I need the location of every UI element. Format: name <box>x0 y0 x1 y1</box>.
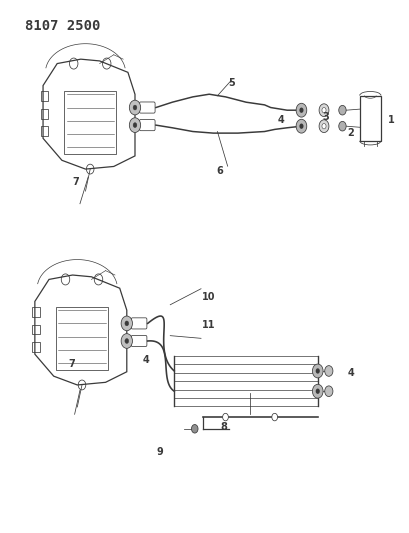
Circle shape <box>121 316 132 331</box>
Bar <box>40 126 47 136</box>
Text: 7: 7 <box>68 359 75 368</box>
Circle shape <box>295 119 306 133</box>
Circle shape <box>321 108 325 113</box>
Bar <box>32 342 39 352</box>
Circle shape <box>338 122 345 131</box>
Circle shape <box>299 108 303 113</box>
Text: 9: 9 <box>156 447 163 457</box>
Circle shape <box>125 321 128 326</box>
Text: 4: 4 <box>277 115 283 125</box>
Text: 8: 8 <box>220 423 226 432</box>
Circle shape <box>338 106 345 115</box>
Circle shape <box>125 338 128 343</box>
Text: 10: 10 <box>202 293 215 302</box>
Circle shape <box>295 103 306 117</box>
Text: 6: 6 <box>216 166 222 175</box>
Circle shape <box>222 414 228 421</box>
Text: 1: 1 <box>387 115 394 125</box>
Text: 7: 7 <box>72 177 79 187</box>
Circle shape <box>299 124 303 129</box>
Circle shape <box>191 424 198 433</box>
Circle shape <box>129 100 140 115</box>
Text: 11: 11 <box>202 320 215 330</box>
Circle shape <box>312 364 322 378</box>
Bar <box>40 91 47 101</box>
Bar <box>40 109 47 118</box>
Circle shape <box>133 123 137 127</box>
Circle shape <box>271 414 277 421</box>
Bar <box>56 306 108 370</box>
Circle shape <box>315 389 319 394</box>
Text: 3: 3 <box>322 112 328 122</box>
Bar <box>32 307 39 317</box>
Text: 5: 5 <box>228 78 234 87</box>
Bar <box>32 325 39 334</box>
Circle shape <box>321 124 325 129</box>
Bar <box>359 95 380 141</box>
Text: 4: 4 <box>142 355 148 365</box>
Circle shape <box>324 366 332 376</box>
Circle shape <box>121 334 132 349</box>
Circle shape <box>324 386 332 397</box>
Circle shape <box>318 120 328 133</box>
Circle shape <box>133 105 137 110</box>
Circle shape <box>315 368 319 374</box>
Circle shape <box>129 118 140 133</box>
Bar <box>64 91 116 154</box>
Text: 4: 4 <box>346 368 353 378</box>
Text: 8107 2500: 8107 2500 <box>25 19 100 33</box>
Circle shape <box>318 104 328 117</box>
Text: 2: 2 <box>346 128 353 138</box>
Circle shape <box>312 384 322 398</box>
